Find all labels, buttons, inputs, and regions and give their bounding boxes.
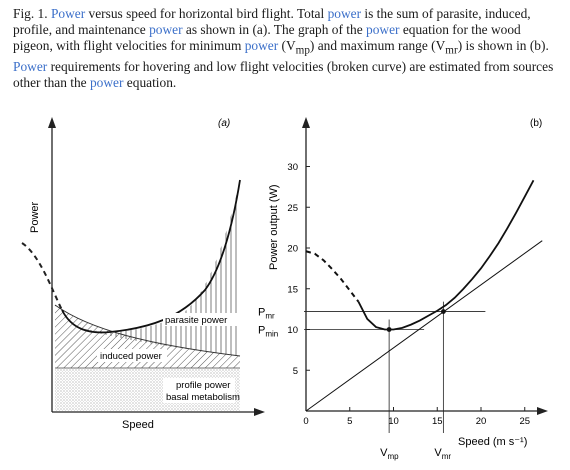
induced-power-label: induced power <box>100 351 162 362</box>
profile-power-label: profile power <box>176 380 230 391</box>
parasite-power-region <box>82 180 240 356</box>
panel-a-label: (a) <box>218 118 230 129</box>
y-tick-label: 15 <box>287 284 298 295</box>
panel-a-x-arrow <box>254 408 265 416</box>
velocity-marker-point <box>386 327 392 332</box>
max-range-tangent-line <box>305 240 543 412</box>
hover-estimate-curve <box>305 250 360 303</box>
panel-a-xlabel: Speed <box>122 419 154 431</box>
basal-metabolism-label: basal metabolism <box>166 392 240 403</box>
y-marker-label: Pmin <box>258 325 278 339</box>
x-tick-label: 25 <box>519 416 530 427</box>
x-tick-label: 10 <box>388 416 399 427</box>
power-curve <box>357 179 535 331</box>
y-tick-label: 5 <box>293 366 298 377</box>
induced-region-top <box>54 304 241 357</box>
panel-a-y-arrow <box>48 117 56 128</box>
figure-caption: Fig. 1. Power versus speed for horizonta… <box>13 6 554 90</box>
total-power-curve-dashed <box>21 242 63 311</box>
panel-b-ylabel: Power output (W) <box>268 184 280 270</box>
panel-a: parasite power induced power profile pow… <box>21 117 265 431</box>
panel-a-ylabel: Power <box>29 201 41 233</box>
parasite-power-label: parasite power <box>165 315 227 326</box>
panel-b-y-arrow <box>302 117 310 128</box>
y-marker-label: Pmr <box>258 307 275 321</box>
x-tick-label: 5 <box>347 416 352 427</box>
y-tick-label: 10 <box>287 325 298 336</box>
velocity-marker-label: Vmp <box>380 447 399 461</box>
x-tick-label: 15 <box>432 416 443 427</box>
x-tick-label: 20 <box>476 416 487 427</box>
y-tick-label: 25 <box>287 203 298 214</box>
panel-b-label: (b) <box>530 118 542 129</box>
panel-b-xlabel: Speed (m s⁻¹) <box>458 436 527 448</box>
velocity-marker-label: Vmr <box>434 447 451 461</box>
y-tick-label: 30 <box>287 162 298 173</box>
panel-b: 0 5 10 15 20 25 5 10 15 20 25 30 Pmr Pmin Vmp Vmr (b)… <box>258 117 548 461</box>
x-tick-label: 0 <box>303 416 308 427</box>
panel-b-x-arrow <box>537 407 548 415</box>
velocity-marker-point <box>440 309 446 314</box>
y-tick-label: 20 <box>287 244 298 255</box>
